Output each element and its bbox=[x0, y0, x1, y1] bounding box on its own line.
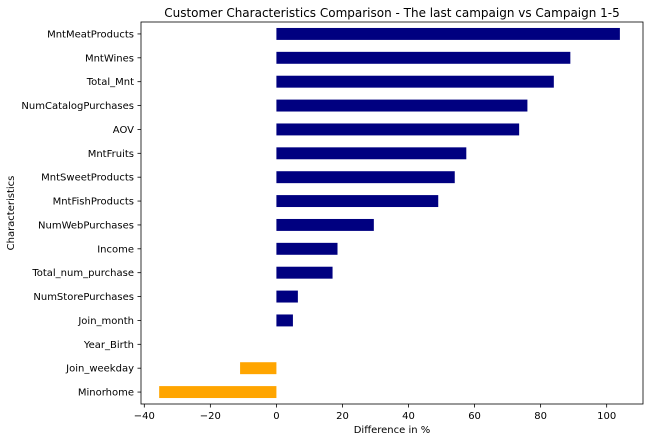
bar-Minorhome bbox=[159, 386, 277, 399]
y-tick-label: MntFishProducts bbox=[53, 197, 134, 208]
x-axis-title: Difference in % bbox=[354, 425, 431, 436]
y-tick-label: NumStorePurchases bbox=[33, 292, 134, 303]
x-tick-label: 80 bbox=[534, 411, 547, 422]
bar-Join_month bbox=[276, 314, 293, 327]
bar-MntSweetProducts bbox=[276, 171, 455, 184]
bar-Total_num_purchase bbox=[276, 266, 333, 279]
bar-MntFishProducts bbox=[276, 195, 439, 208]
y-tick-label: NumWebPurchases bbox=[38, 220, 134, 231]
bars-group bbox=[159, 27, 620, 399]
x-tick-label: 20 bbox=[336, 411, 349, 422]
y-tick-label: NumCatalogPurchases bbox=[21, 101, 134, 112]
y-tick-label: MntWines bbox=[85, 53, 134, 64]
bar-MntWines bbox=[276, 51, 571, 64]
y-tick-label: Year_Birth bbox=[83, 340, 134, 351]
plot-frame bbox=[140, 21, 644, 405]
chart-title: Customer Characteristics Comparison - Th… bbox=[164, 6, 620, 20]
x-tick-label: 0 bbox=[273, 411, 279, 422]
y-tick-label: MntMeatProducts bbox=[47, 29, 134, 40]
y-tick-label: Join_weekday bbox=[65, 364, 134, 375]
bar-Join_weekday bbox=[240, 362, 277, 375]
y-tick-label: MntSweetProducts bbox=[41, 173, 134, 184]
bar-NumStorePurchases bbox=[276, 290, 298, 303]
bar-AOV bbox=[276, 123, 520, 136]
y-tick-label: Total_Mnt bbox=[86, 77, 134, 88]
bar-Total_Mnt bbox=[276, 75, 554, 88]
x-tick-label: 60 bbox=[468, 411, 481, 422]
y-tick-label: MntFruits bbox=[88, 149, 134, 160]
y-tick-label: Income bbox=[97, 244, 134, 255]
y-tick-label: Join_month bbox=[77, 316, 134, 327]
bar-MntMeatProducts bbox=[276, 27, 620, 40]
bar-NumWebPurchases bbox=[276, 218, 374, 231]
y-axis-title: Characteristics bbox=[6, 176, 17, 251]
y-tick-label: AOV bbox=[113, 125, 134, 136]
bar-NumCatalogPurchases bbox=[276, 99, 528, 112]
x-tick-label: −40 bbox=[134, 411, 155, 422]
x-tick-label: 100 bbox=[597, 411, 616, 422]
category-labels: MntMeatProducts MntWines Total_Mnt NumCatal… bbox=[21, 29, 141, 399]
x-tick-label: −20 bbox=[200, 411, 221, 422]
x-ticks: −40 −20 0 20 40 60 80 100 bbox=[134, 404, 616, 422]
y-tick-label: Minorhome bbox=[78, 388, 134, 399]
y-tick-label: Total_num_purchase bbox=[31, 268, 134, 279]
bar-MntFruits bbox=[276, 147, 467, 160]
bar-Income bbox=[276, 242, 338, 255]
x-tick-label: 40 bbox=[402, 411, 415, 422]
